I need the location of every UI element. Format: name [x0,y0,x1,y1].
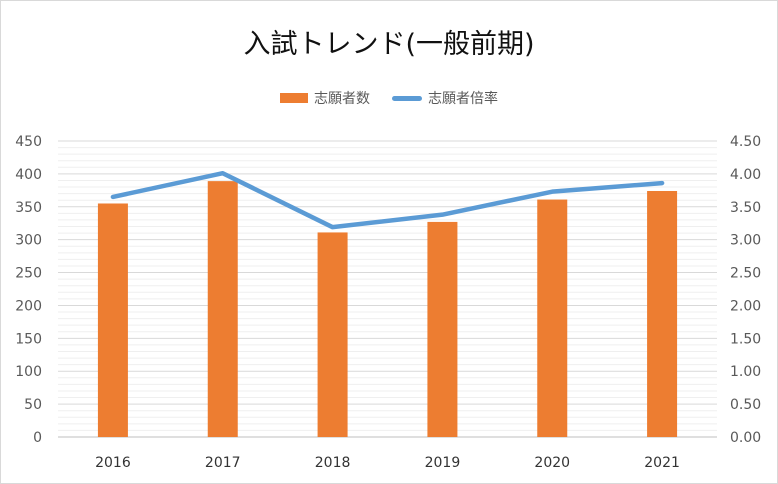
legend: 志願者数 志願者倍率 [0,88,778,108]
legend-label-applicants: 志願者数 [314,91,370,107]
legend-swatch-bar [280,93,308,103]
legend-item-ratio: 志願者倍率 [392,88,498,108]
legend-swatch-line [392,95,422,101]
legend-label-ratio: 志願者倍率 [428,91,498,107]
legend-item-applicants: 志願者数 [280,88,370,108]
chart-title: 入試トレンド(一般前期) [243,29,535,60]
